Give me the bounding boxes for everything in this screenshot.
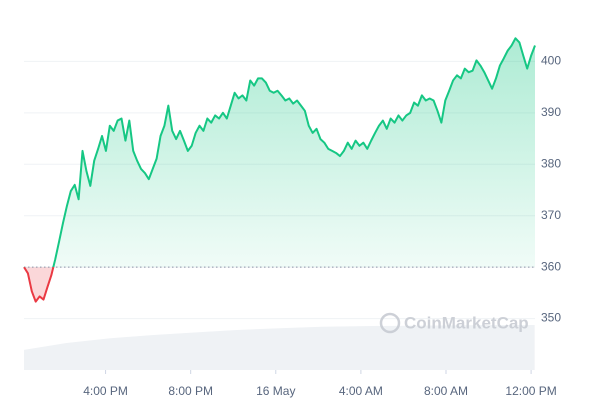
watermark-logo [379,312,401,334]
y-tick-label: 370 [541,208,561,222]
x-tick-label: 16 May [256,384,295,398]
x-tick-label: 12:00 PM [505,384,556,398]
x-tick-label: 4:00 PM [83,384,128,398]
y-tick-label: 390 [541,105,561,119]
price-line [24,37,536,268]
watermark: CoinMarketCap [379,312,529,334]
x-tick-label: 4:00 AM [339,384,383,398]
y-tick-label: 360 [541,259,561,273]
y-tick-label: 400 [541,54,561,68]
x-tick-label: 8:00 PM [168,384,213,398]
y-tick-label: 380 [541,156,561,170]
watermark-text: CoinMarketCap [404,313,529,332]
y-tick-label: 350 [541,311,561,325]
area-above [53,38,535,268]
x-tick-label: 8:00 AM [424,384,468,398]
volume-area [24,325,535,370]
